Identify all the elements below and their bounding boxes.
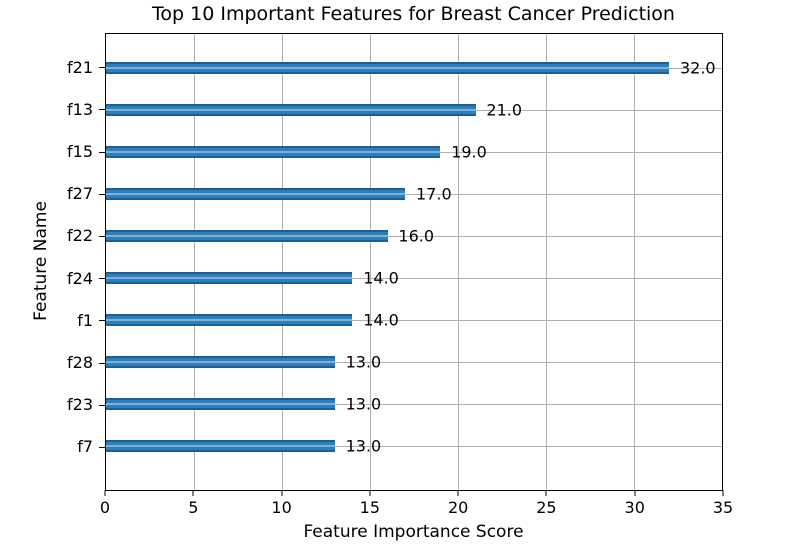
bar-value-label: 13.0	[345, 352, 382, 372]
gridline-horizontal	[106, 194, 722, 195]
gridline-vertical	[546, 34, 547, 490]
gridline-vertical	[282, 34, 283, 490]
x-tick-mark	[104, 490, 106, 496]
y-tick-label-f1: f1	[77, 310, 93, 330]
bars-layer: 32.0 21.0 19.0 17.0 16.0 14.0 14.0 13.0 13.0 13.0	[106, 34, 722, 490]
x-tick-label-15: 15	[359, 498, 381, 517]
bar-value-label: 32.0	[679, 58, 716, 78]
y-tick-row: f28	[0, 341, 105, 383]
bar-value-label: 14.0	[363, 268, 399, 288]
bar-row: 14.0	[106, 257, 722, 299]
gridline-horizontal	[106, 320, 722, 321]
y-tick-row: f1	[0, 299, 105, 341]
y-tick-row: f7	[0, 426, 105, 468]
y-tick-mark	[99, 109, 105, 111]
y-tick-row: f22	[0, 215, 105, 257]
x-tick-mark	[457, 490, 459, 496]
gridline-vertical	[194, 34, 195, 490]
bar-f23	[106, 398, 335, 410]
y-tick-label-f21: f21	[67, 57, 93, 77]
y-tick-row: f23	[0, 384, 105, 426]
bar-row: 13.0	[106, 341, 722, 383]
y-tick-label-f23: f23	[67, 395, 93, 415]
x-tick-mark	[634, 490, 636, 496]
bar-f27	[106, 188, 406, 200]
bar-row: 14.0	[106, 299, 722, 341]
x-tick-mark	[192, 490, 194, 496]
y-tick-row: f13	[0, 88, 105, 130]
y-tick-label-f15: f15	[67, 142, 93, 161]
y-tick-mark	[99, 151, 105, 153]
y-tick-label-f22: f22	[67, 226, 93, 246]
y-tick-mark	[99, 278, 105, 280]
bar-row: 19.0	[106, 131, 722, 173]
y-tick-mark	[99, 320, 105, 322]
gridline-horizontal	[106, 362, 722, 363]
y-tick-label-f27: f27	[67, 184, 93, 204]
gridline-vertical	[370, 34, 371, 490]
x-tick-label-0: 0	[99, 498, 111, 517]
y-tick-row: f24	[0, 257, 105, 299]
bar-row: 21.0	[106, 89, 722, 131]
gridline-horizontal	[106, 278, 722, 279]
gridline-horizontal	[106, 446, 722, 447]
bar-value-label: 16.0	[398, 226, 435, 246]
bar-value-label: 17.0	[416, 184, 452, 204]
bar-f7	[106, 440, 335, 452]
bar-f1	[106, 314, 353, 326]
bar-value-label: 14.0	[363, 310, 399, 330]
y-tick-label-f7: f7	[77, 437, 93, 457]
x-axis-title: Feature Importance Score	[303, 522, 524, 542]
x-tick-label-5: 5	[188, 498, 199, 517]
gridline-vertical	[458, 34, 459, 490]
bar-value-label: 13.0	[345, 436, 382, 456]
bar-f22	[106, 230, 388, 242]
x-axis: 0 5 10 15 20 25 30 35	[100, 490, 733, 522]
y-tick-label-f13: f13	[67, 99, 93, 119]
y-tick-row: f27	[0, 173, 105, 215]
plot-area: 32.0 21.0 19.0 17.0 16.0 14.0 14.0 13.0 13.0 13.0	[105, 33, 723, 491]
bar-value-label: 13.0	[345, 394, 382, 414]
bar-row: 13.0	[106, 425, 722, 467]
chart-title: Top 10 Important Features for Breast Can…	[152, 3, 675, 25]
bar-row: 17.0	[106, 173, 722, 215]
y-tick-mark	[99, 67, 105, 69]
bar-value-label: 21.0	[486, 100, 523, 120]
x-tick-mark	[281, 490, 283, 496]
y-tick-row: f21	[0, 46, 105, 88]
y-axis: f21 f13 f15 f27 f22 f24 f1 f28 f23 f7	[0, 33, 105, 491]
x-tick-label-10: 10	[271, 498, 292, 517]
bar-row: 13.0	[106, 383, 722, 425]
gridline-horizontal	[106, 236, 722, 237]
bar-value-label: 19.0	[451, 142, 487, 162]
x-tick-mark	[722, 490, 724, 496]
x-tick-label-30: 30	[624, 498, 645, 517]
y-tick-mark	[99, 404, 105, 406]
y-tick-mark	[99, 446, 105, 448]
bar-f21	[106, 62, 670, 74]
x-tick-mark	[545, 490, 547, 496]
bar-row: 16.0	[106, 215, 722, 257]
gridline-vertical	[634, 34, 635, 490]
bar-f28	[106, 356, 335, 368]
bar-f15	[106, 146, 441, 158]
x-tick-label-25: 25	[536, 498, 557, 517]
x-tick-label-20: 20	[447, 498, 469, 517]
bar-f24	[106, 272, 353, 284]
y-tick-mark	[99, 193, 105, 195]
y-tick-row: f15	[0, 130, 105, 172]
bar-row: 32.0	[106, 47, 722, 89]
y-tick-mark	[99, 362, 105, 364]
x-tick-label-35: 35	[712, 498, 734, 517]
y-tick-mark	[99, 235, 105, 237]
y-tick-label-f28: f28	[67, 353, 93, 373]
y-tick-label-f24: f24	[67, 268, 93, 288]
gridline-horizontal	[106, 404, 722, 405]
x-tick-mark	[369, 490, 371, 496]
bar-f13	[106, 104, 476, 116]
